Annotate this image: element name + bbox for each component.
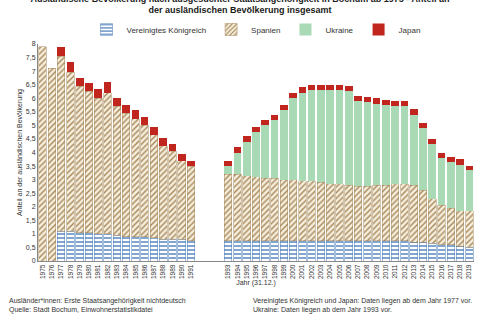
svg-text:1993: 1993 — [224, 264, 231, 279]
svg-text:1: 1 — [32, 230, 36, 237]
svg-text:1976: 1976 — [48, 264, 55, 279]
svg-text:6: 6 — [32, 95, 36, 102]
svg-text:2005: 2005 — [336, 264, 343, 279]
svg-text:1,5: 1,5 — [26, 217, 36, 224]
svg-text:5: 5 — [32, 122, 36, 129]
svg-text:1978: 1978 — [67, 264, 74, 279]
svg-text:2009: 2009 — [373, 264, 380, 279]
svg-text:1996: 1996 — [252, 264, 259, 279]
svg-text:Ausländer*innen: Erste Staatsa: Ausländer*innen: Erste Staatsangehörigke… — [9, 297, 186, 314]
svg-text:1986: 1986 — [141, 264, 148, 279]
svg-text:1999: 1999 — [280, 264, 287, 279]
svg-text:1977: 1977 — [57, 264, 64, 279]
svg-text:7: 7 — [32, 68, 36, 75]
svg-text:2019: 2019 — [465, 264, 472, 279]
svg-text:1983: 1983 — [113, 264, 120, 279]
svg-text:1985: 1985 — [132, 264, 139, 279]
svg-text:8: 8 — [32, 40, 36, 47]
svg-text:2012: 2012 — [401, 264, 408, 279]
svg-text:4: 4 — [32, 149, 36, 156]
svg-text:1994: 1994 — [234, 264, 241, 279]
svg-text:Anteil an der ausländischen Be: Anteil an der ausländischen Bevölkerung — [16, 89, 24, 216]
svg-text:2018: 2018 — [456, 264, 463, 279]
svg-text:2: 2 — [32, 203, 36, 210]
svg-text:0,5: 0,5 — [26, 244, 36, 251]
svg-text:1981: 1981 — [94, 264, 101, 279]
svg-text:2002: 2002 — [308, 264, 315, 279]
svg-text:1995: 1995 — [243, 264, 250, 279]
svg-text:2000: 2000 — [289, 264, 296, 279]
svg-text:6,5: 6,5 — [26, 81, 36, 88]
svg-text:2003: 2003 — [317, 264, 324, 279]
svg-text:Jahr (31.12.): Jahr (31.12.) — [236, 279, 276, 287]
svg-text:Vereinigtes Königreich und Jap: Vereinigtes Königreich und Japan: Daten … — [253, 297, 472, 314]
svg-text:2006: 2006 — [345, 264, 352, 279]
svg-text:4,5: 4,5 — [26, 135, 36, 142]
svg-text:Ausländische Bevölkerung nach: Ausländische Bevölkerung nach ausgesucht… — [31, 0, 450, 15]
svg-text:2008: 2008 — [363, 264, 370, 279]
svg-text:3,5: 3,5 — [26, 163, 36, 170]
svg-text:2,5: 2,5 — [26, 190, 36, 197]
svg-text:2014: 2014 — [419, 264, 426, 279]
svg-text:1982: 1982 — [104, 264, 111, 279]
svg-text:1987: 1987 — [150, 264, 157, 279]
svg-text:1975: 1975 — [39, 264, 46, 279]
svg-text:2017: 2017 — [447, 264, 454, 279]
svg-text:0: 0 — [32, 257, 36, 264]
svg-text:1979: 1979 — [76, 264, 83, 279]
svg-text:1991: 1991 — [187, 264, 194, 279]
svg-text:Vereinigtes Königreich: Vereinigtes Königreich — [127, 26, 207, 35]
svg-text:3: 3 — [32, 176, 36, 183]
svg-text:Japan: Japan — [399, 26, 421, 35]
svg-text:2011: 2011 — [391, 264, 398, 278]
svg-text:7,5: 7,5 — [26, 54, 36, 61]
svg-text:2013: 2013 — [410, 264, 417, 279]
svg-text:1998: 1998 — [271, 264, 278, 279]
svg-text:1990: 1990 — [178, 264, 185, 279]
svg-text:2004: 2004 — [326, 264, 333, 279]
svg-text:2015: 2015 — [428, 264, 435, 279]
svg-text:1989: 1989 — [169, 264, 176, 279]
svg-text:2016: 2016 — [438, 264, 445, 279]
svg-text:1997: 1997 — [261, 264, 268, 279]
svg-text:Spanien: Spanien — [251, 26, 280, 35]
svg-text:Ukraine: Ukraine — [325, 26, 353, 35]
svg-text:2001: 2001 — [298, 264, 305, 279]
svg-text:2007: 2007 — [354, 264, 361, 279]
svg-text:5,5: 5,5 — [26, 108, 36, 115]
svg-text:2010: 2010 — [382, 264, 389, 279]
svg-text:1988: 1988 — [159, 264, 166, 279]
svg-text:1984: 1984 — [122, 264, 129, 279]
svg-text:1980: 1980 — [85, 264, 92, 279]
